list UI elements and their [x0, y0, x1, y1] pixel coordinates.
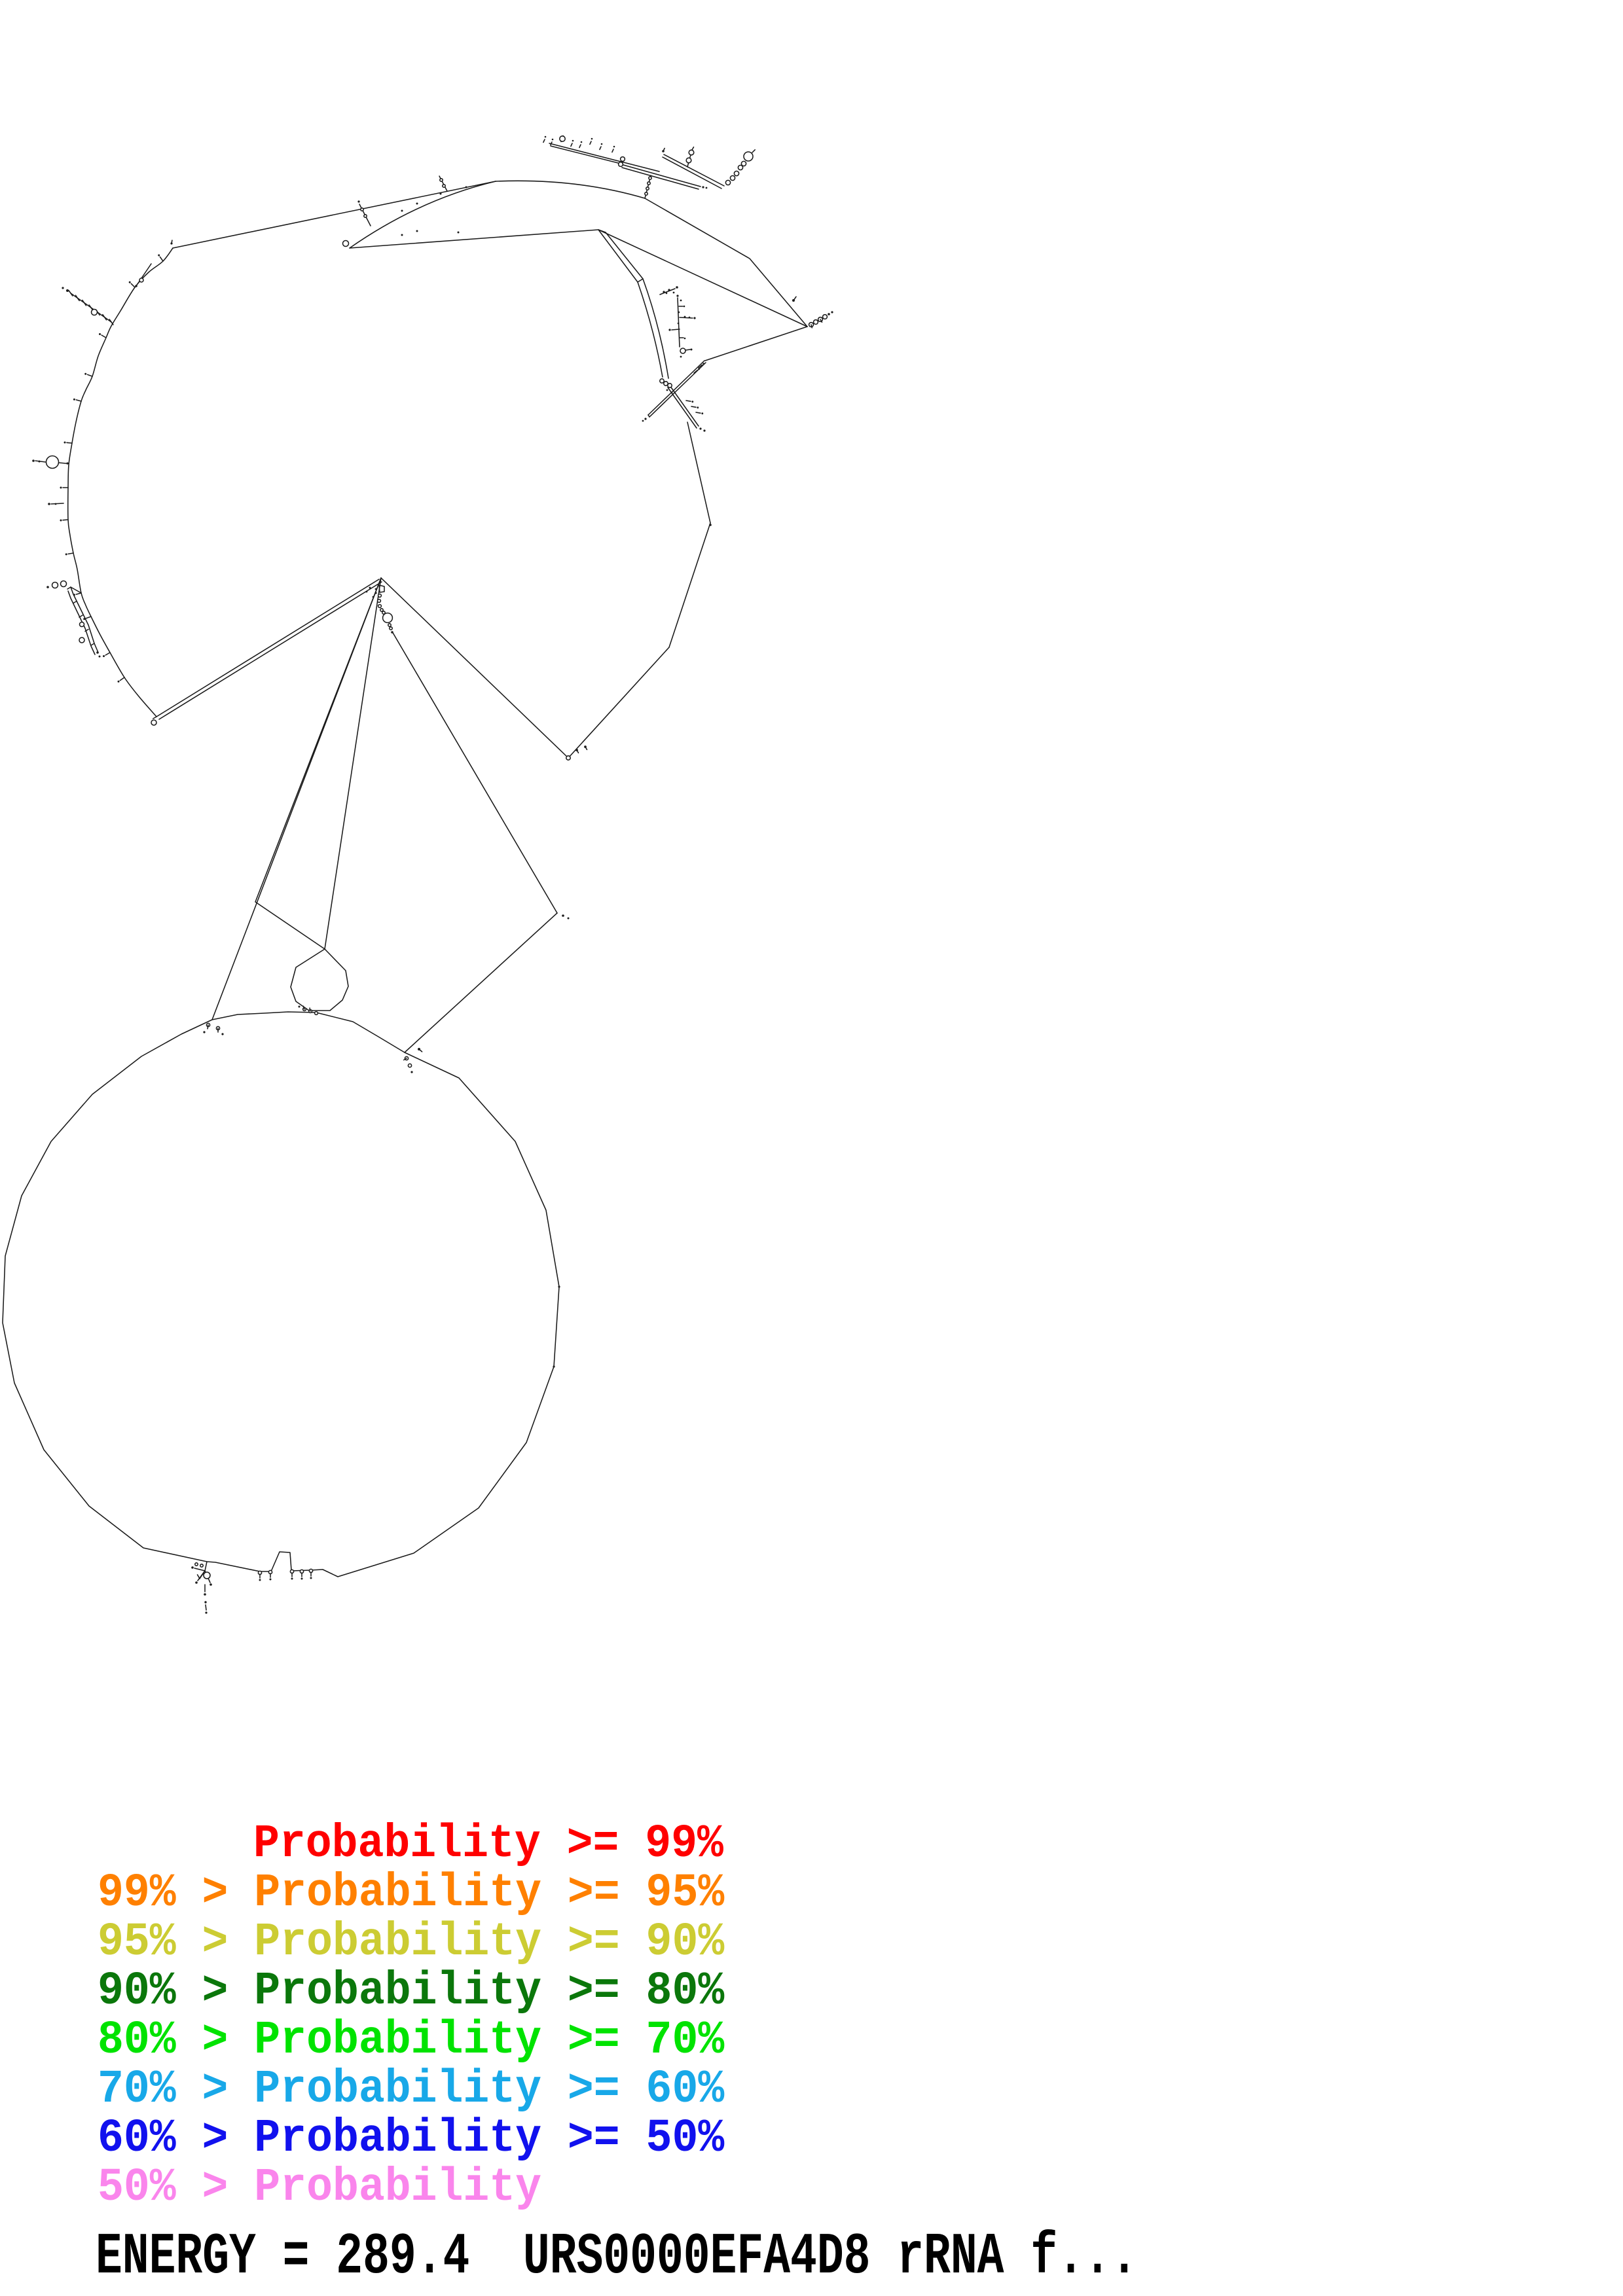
svg-text:Probability >= 99%: Probability >= 99% — [253, 1818, 723, 1871]
svg-text:ENERGY = 289.4 URS0000EFA4D8: ENERGY = 289.4 URS0000EFA4D8 rRNA f... — [96, 2224, 1138, 2290]
svg-text:70% > Probability >= 60%: 70% > Probability >= 60% — [98, 2063, 725, 2116]
svg-text:60% > Probability >= 50%: 60% > Probability >= 50% — [98, 2112, 725, 2165]
svg-text:95% > Probability >= 90%: 95% > Probability >= 90% — [98, 1916, 725, 1969]
svg-text:50% > Probability: 50% > Probability — [98, 2161, 541, 2214]
svg-text:99% > Probability >= 95%: 99% > Probability >= 95% — [98, 1867, 725, 1920]
svg-text:90% > Probability >= 80%: 90% > Probability >= 80% — [98, 1965, 725, 2018]
svg-text:80% > Probability >= 70%: 80% > Probability >= 70% — [98, 2014, 725, 2067]
